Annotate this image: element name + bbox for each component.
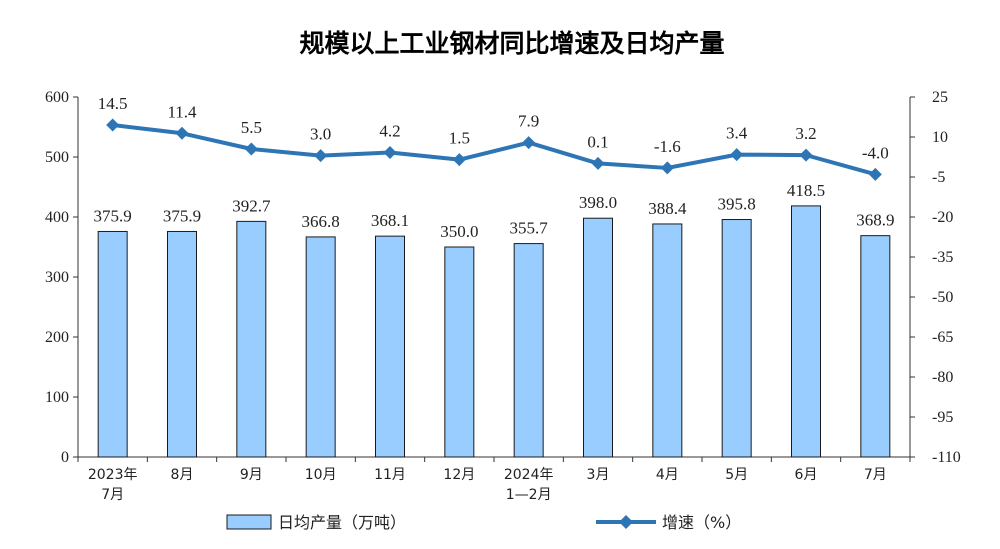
y-right-tick-label: -110 <box>932 449 961 466</box>
x-category-label: 8月 <box>171 467 194 483</box>
bar-data-label: 366.8 <box>302 212 340 231</box>
y-right-tick-label: -35 <box>932 249 953 266</box>
bar <box>860 235 891 458</box>
bar <box>97 230 128 458</box>
bar <box>444 246 475 458</box>
x-category-label: 9月 <box>240 467 263 483</box>
growth-line <box>112 123 876 177</box>
bar-data-labels: 375.9 375.9 392.7 366.8 368.1 350.0 355.7 398.0… <box>94 181 895 241</box>
line-data-label: 3.2 <box>795 124 816 143</box>
line-point-marker <box>591 156 605 170</box>
bar-data-label: 395.8 <box>718 195 756 214</box>
line-point-marker <box>868 167 882 181</box>
bar-data-label: 418.5 <box>787 181 825 200</box>
bar <box>305 236 336 458</box>
line-data-label: 4.2 <box>379 121 400 140</box>
x-category-label: 12月 <box>443 467 475 483</box>
line-point-marker <box>452 153 466 167</box>
y-right-tick-label: -20 <box>932 209 953 226</box>
x-category-label: 11月 <box>374 467 406 483</box>
bar <box>375 235 405 458</box>
x-category-label: 2024年 <box>504 467 554 483</box>
line-point-marker <box>660 161 674 175</box>
bar-series <box>97 205 891 458</box>
x-category-label: 4月 <box>656 467 679 483</box>
line-data-label: -4.0 <box>862 143 889 162</box>
line-point-marker <box>175 126 189 140</box>
y-right-tick-label: 25 <box>932 89 948 106</box>
x-tick-labels: 2023年 7月 8月 9月 10月 11月 12月 2024年 1—2月 3月 4月 5月 6月 7月 <box>88 467 887 503</box>
bar-data-label: 368.1 <box>371 211 409 230</box>
y-left-tick-label: 200 <box>45 329 69 346</box>
bar-data-label: 375.9 <box>94 206 132 225</box>
line-data-label: 0.1 <box>587 132 608 151</box>
line-point-marker <box>730 148 744 162</box>
legend-line-label: 增速（%） <box>662 513 741 532</box>
line-point-marker <box>383 145 397 159</box>
x-category-label: 10月 <box>305 467 337 483</box>
bar-data-label: 388.4 <box>648 199 687 218</box>
line-point-marker <box>106 118 120 132</box>
line-series <box>106 118 882 181</box>
line-data-label: 11.4 <box>167 102 197 121</box>
bar <box>236 220 267 458</box>
y-right-tick-label: -80 <box>932 369 953 386</box>
x-category-label: 3月 <box>587 467 610 483</box>
legend-bar-swatch <box>226 514 272 530</box>
line-data-label: 7.9 <box>518 112 539 131</box>
bar <box>583 217 613 458</box>
legend-line-marker <box>619 515 633 529</box>
bar <box>513 243 544 458</box>
x-category-label: 1—2月 <box>506 487 552 503</box>
bar-data-label: 368.9 <box>856 211 894 230</box>
x-category-label: 6月 <box>795 467 818 483</box>
axes: 0 100 200 300 400 500 600 -110 -95 -80 -65 -50 -35 -2… <box>45 89 961 466</box>
y-left-tick-label: 300 <box>45 269 69 286</box>
bar-data-label: 350.0 <box>440 222 478 241</box>
line-point-marker <box>799 148 813 162</box>
x-category-label: 7月 <box>101 487 124 503</box>
x-category-label: 2023年 <box>88 467 138 483</box>
y-left-tick-label: 400 <box>45 209 69 226</box>
legend-bar-label: 日均产量（万吨） <box>278 513 406 532</box>
line-data-label: 1.5 <box>449 129 470 148</box>
line-point-marker <box>522 136 536 150</box>
y-right-tick-label: 10 <box>932 129 948 146</box>
line-data-label: 3.4 <box>726 124 748 143</box>
y-right-tick-label: -65 <box>932 329 953 346</box>
line-point-marker <box>244 142 258 156</box>
bar <box>167 230 197 458</box>
bar-data-label: 375.9 <box>163 206 201 225</box>
y-right-tick-label: -5 <box>932 169 945 186</box>
line-data-label: 3.0 <box>310 125 331 144</box>
y-left-tick-label: 0 <box>61 449 69 466</box>
x-category-label: 5月 <box>725 467 748 483</box>
bar <box>652 223 683 458</box>
line-data-labels: 14.5 11.4 5.5 3.0 4.2 1.5 7.9 0.1 -1.6 3.4 3.2 -4.0 <box>98 94 889 162</box>
bar <box>721 219 752 458</box>
x-category-label: 7月 <box>864 467 887 483</box>
bar <box>791 205 821 458</box>
y-right-tick-label: -50 <box>932 289 953 306</box>
y-left-tick-label: 100 <box>45 389 69 406</box>
line-point-marker <box>314 149 328 163</box>
line-data-label: -1.6 <box>654 137 681 156</box>
bar-data-label: 355.7 <box>510 219 549 238</box>
line-data-label: 5.5 <box>241 118 262 137</box>
bar-data-label: 392.7 <box>232 196 271 215</box>
y-left-tick-label: 500 <box>45 149 69 166</box>
line-data-label: 14.5 <box>98 94 128 113</box>
y-left-tick-label: 600 <box>45 89 69 106</box>
chart-title: 规模以上工业钢材同比增速及日均产量 <box>299 29 724 58</box>
y-right-tick-label: -95 <box>932 409 953 426</box>
bar-data-label: 398.0 <box>579 193 617 212</box>
legend: 日均产量（万吨） 增速（%） <box>226 513 741 532</box>
